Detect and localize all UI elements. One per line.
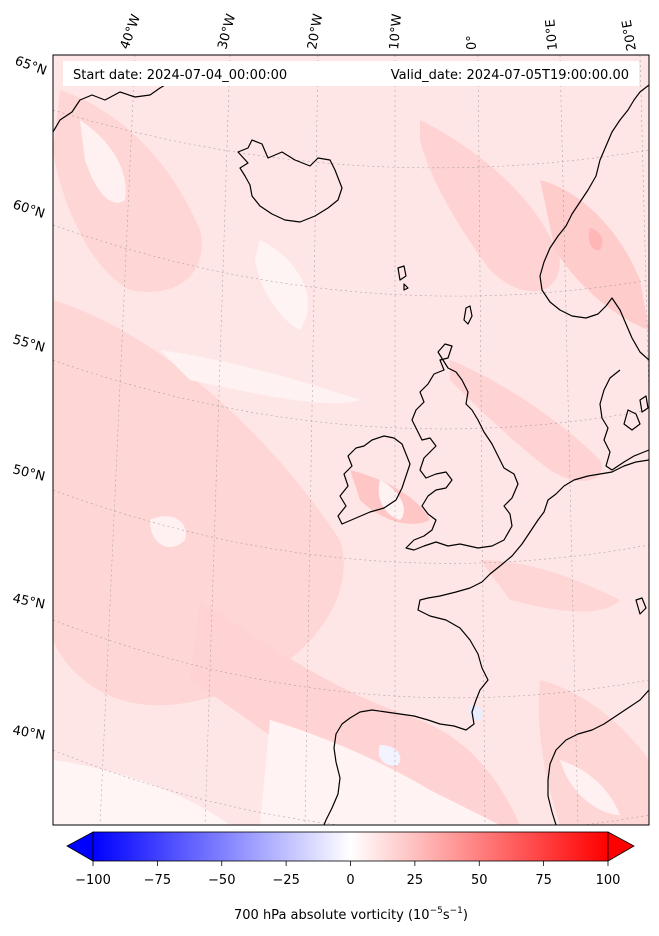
lat-label-65n: 65°N [13, 54, 49, 79]
greenland-coast [53, 81, 171, 133]
start-date-label: Start date: 2024-07-04_00:00:00 [73, 68, 287, 83]
lat-label-40n: 40°N [11, 723, 46, 743]
faroe-islands [397, 265, 409, 291]
colorbar-tick-label: 100 [596, 873, 621, 888]
colorbar-tick-label: 75 [535, 873, 552, 888]
colorbar-label-exp2: −1 [450, 906, 463, 916]
lat-label-45n: 45°N [11, 591, 46, 612]
lon-label-10w: 10°W [387, 13, 405, 50]
mediterranean-coast [547, 689, 649, 825]
colorbar-low-extension [66, 831, 94, 862]
colorbar-label-mid: s [443, 908, 450, 923]
iceland-coast [237, 139, 343, 223]
gotland-outline [639, 395, 649, 413]
map-frame [52, 54, 650, 826]
colorbar-ticks: −100 −75 −50 −25 0 25 50 75 100 [75, 861, 620, 888]
colorbar-label-exp1: −5 [430, 906, 443, 916]
colorbar-gradient [92, 831, 609, 862]
colorbar-label-suffix: ) [463, 908, 468, 923]
header-box [63, 61, 639, 86]
lat-label-60n: 60°N [11, 198, 47, 222]
lat-label-55n: 55°N [11, 332, 47, 355]
longitude-labels: 40°W 30°W 20°W 10°W 0° 10°E 20°E [118, 12, 640, 52]
lon-label-0: 0° [465, 35, 480, 50]
colorbar-label: 700 hPa absolute vorticity (10−5s−1) [234, 906, 468, 923]
colorbar-tick-label: −75 [144, 873, 171, 888]
lon-label-40w: 40°W [118, 12, 144, 51]
latitude-labels: 65°N 60°N 55°N 50°N 45°N 40°N [11, 54, 49, 744]
lon-label-10e: 10°E [543, 19, 561, 51]
colorbar-tick-label: −25 [272, 873, 299, 888]
lat-label-50n: 50°N [11, 462, 46, 484]
valid-date-label: Valid_date: 2024-07-05T19:00:00.00 [391, 68, 629, 83]
vorticity-field-shading [53, 90, 649, 825]
lon-label-20e: 20°E [620, 19, 640, 52]
corsica-outline [635, 597, 647, 615]
colorbar-tick-label: 50 [471, 873, 488, 888]
lon-label-30w: 30°W [215, 12, 239, 51]
colorbar-tick-label: 25 [407, 873, 424, 888]
scandinavia-coast [539, 84, 649, 361]
shetland-islands [463, 305, 473, 325]
colorbar-high-extension [607, 831, 635, 862]
map-panel [53, 55, 649, 825]
coastlines [53, 81, 649, 825]
great-britain-coast [405, 343, 519, 551]
denmark-coast [599, 369, 649, 471]
colorbar-label-prefix: 700 hPa absolute vorticity (10 [234, 908, 430, 923]
colorbar-tick-label: −50 [208, 873, 235, 888]
lon-label-20w: 20°W [305, 13, 326, 51]
ireland-coast [337, 435, 411, 525]
colorbar: −100 −75 −50 −25 0 25 50 75 100 700 hPa absolute… [66, 831, 635, 923]
continental-europe-coast [323, 459, 649, 825]
colorbar-tick-label: −100 [75, 873, 111, 888]
colorbar-tick-label: 0 [346, 873, 354, 888]
graticule [53, 55, 649, 825]
